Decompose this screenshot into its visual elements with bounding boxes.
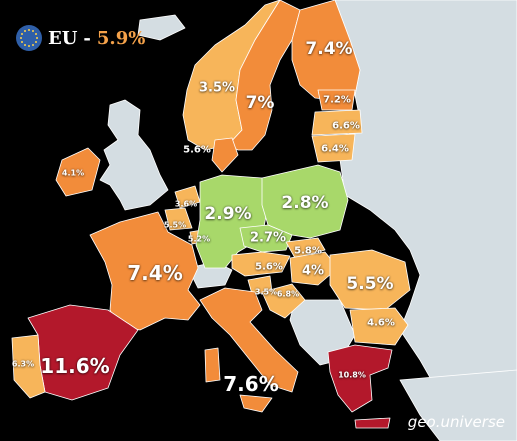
sicily [239, 394, 273, 413]
eu-flag-star [34, 33, 37, 35]
turkey [399, 369, 517, 441]
crete [354, 417, 391, 429]
eu-flag-star [24, 43, 26, 46]
slovakia [285, 237, 326, 259]
label-portugal: 6.3% [11, 359, 35, 369]
label-czechia: 2.7% [249, 230, 287, 246]
czechia [239, 224, 293, 253]
legend-separator: - [83, 27, 91, 49]
sardinia [204, 347, 221, 383]
romania [329, 249, 411, 311]
eu-flag-star [28, 29, 30, 31]
eu-flag-star [28, 45, 30, 47]
spain [27, 304, 139, 401]
label-austria: 5.6% [255, 261, 283, 273]
label-romania: 5.5% [346, 274, 394, 294]
label-lithuania: 6.4% [321, 143, 349, 155]
denmark [211, 137, 239, 173]
legend-value: 5.9% [96, 27, 146, 49]
poland [261, 164, 349, 239]
eu-flag-star [32, 30, 34, 33]
bulgaria [349, 307, 409, 346]
eu-flag-icon [16, 25, 42, 51]
eu-flag-star [21, 41, 24, 43]
iceland [137, 14, 186, 41]
legend-label: EU [48, 27, 78, 49]
eu-flag-star [32, 43, 34, 46]
greece [327, 344, 393, 413]
eu-legend: EU - 5.9% [16, 25, 145, 51]
eu-flag-star [21, 33, 24, 35]
label-slovakia: 5.8% [294, 245, 322, 257]
eu-flag-star [20, 37, 22, 39]
austria [231, 251, 291, 277]
label-poland: 2.8% [281, 193, 329, 213]
croatia [261, 283, 306, 319]
uk [99, 99, 169, 211]
label-slovenia: 3.5% [254, 287, 278, 297]
eu-flag-star [24, 30, 26, 33]
label-spain: 11.6% [40, 354, 110, 378]
label-finland: 7.4% [305, 39, 353, 59]
label-bulgaria: 4.6% [367, 317, 395, 329]
label-netherlands: 3.6% [174, 199, 198, 209]
label-norway: 3.5% [198, 80, 236, 96]
france [89, 211, 201, 331]
latvia [311, 109, 363, 136]
portugal [11, 334, 46, 399]
label-ireland: 4.1% [61, 168, 85, 178]
label-belgium: 5.5% [163, 220, 187, 230]
label-italy: 7.6% [223, 372, 279, 396]
hungary [289, 251, 339, 286]
label-germany: 2.9% [204, 204, 252, 224]
label-latvia: 6.6% [332, 120, 360, 132]
label-denmark: 5.6% [183, 144, 211, 156]
label-estonia: 7.2% [323, 94, 351, 106]
label-france: 7.4% [127, 261, 183, 285]
belgium [164, 207, 193, 231]
label-hungary: 4% [301, 263, 325, 279]
ireland [55, 147, 101, 197]
label-greece: 10.8% [338, 370, 366, 380]
lithuania [311, 133, 356, 163]
eu-flag-star [36, 37, 38, 39]
watermark: geo.universe [407, 413, 505, 431]
italy [199, 287, 299, 393]
label-luxembourg: 5.2% [187, 234, 211, 244]
label-sweden: 7% [245, 93, 275, 113]
sweden [227, 0, 301, 151]
eu-flag-star [34, 41, 37, 43]
label-croatia: 6.8% [276, 289, 300, 299]
